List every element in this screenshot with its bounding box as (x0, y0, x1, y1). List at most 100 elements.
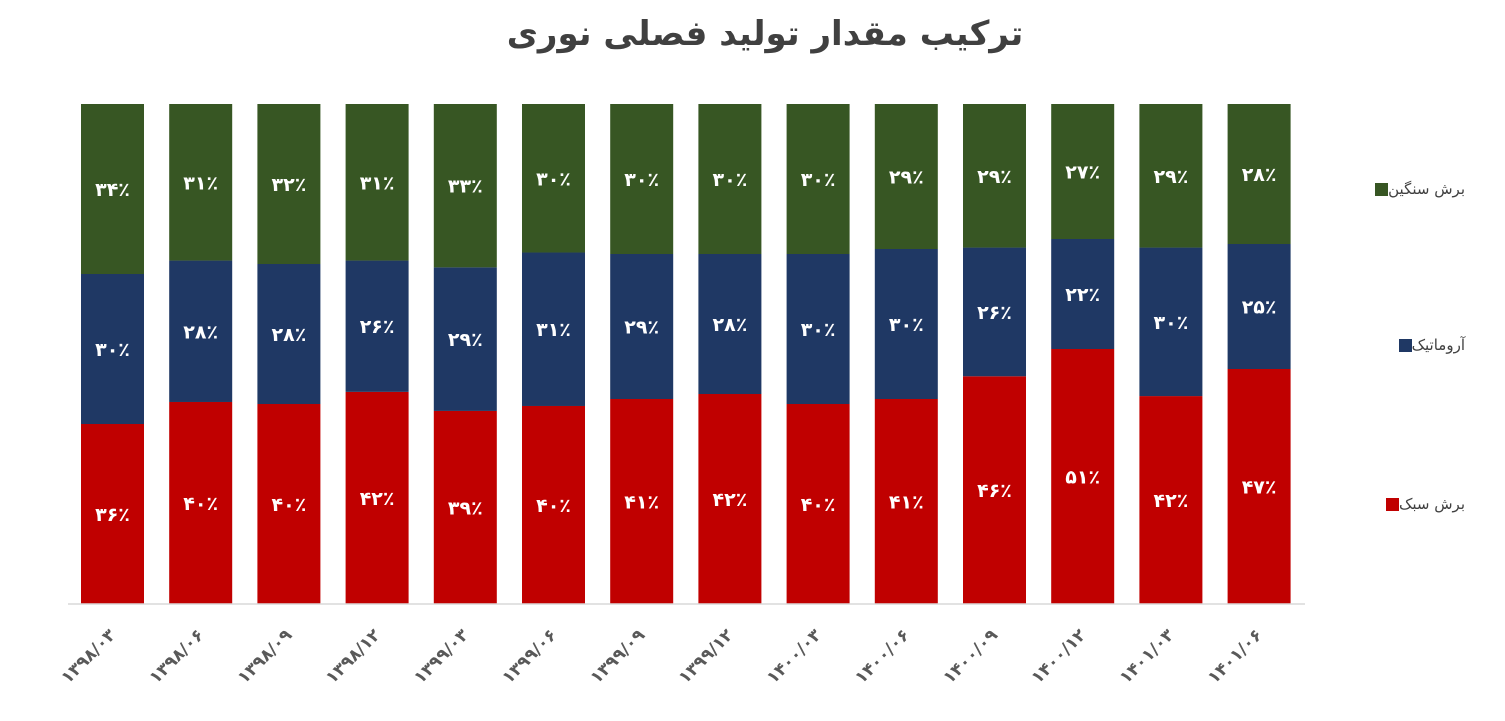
chart-title: ترکیب مقدار تولید فصلی نوری (506, 14, 1024, 54)
data-label-3-5: ۳۳٪ (448, 176, 483, 198)
data-label-1-13: ۴۲٪ (1154, 490, 1189, 512)
bar-segment-3-3 (257, 104, 321, 264)
x-tick-label-12: ۱۴۰۰/۱۲ (1028, 625, 1091, 688)
data-label-2-1: ۳۰٪ (95, 339, 130, 361)
data-label-2-14: ۲۵٪ (1242, 297, 1277, 319)
bar-segment-3-7 (610, 104, 674, 254)
data-label-2-3: ۲۸٪ (272, 324, 307, 346)
data-label-1-10: ۴۱٪ (889, 492, 924, 514)
x-tick-label-3: ۱۳۹۸/۰۹ (234, 625, 297, 688)
data-label-2-2: ۲۸٪ (183, 321, 218, 343)
bar-segment-3-5 (433, 104, 497, 268)
data-label-3-12: ۲۷٪ (1065, 162, 1100, 184)
bar-segment-3-2 (169, 104, 233, 261)
x-tick-label-9: ۱۴۰۰/۰۳ (763, 625, 826, 688)
x-tick-label-2: ۱۳۹۸/۰۶ (146, 625, 209, 688)
bar-segment-1-1 (81, 424, 144, 604)
bar-segment-2-12 (1051, 239, 1115, 349)
data-label-3-7: ۳۰٪ (624, 169, 659, 191)
data-label-2-8: ۲۸٪ (713, 314, 748, 336)
bar-segment-2-9 (786, 254, 850, 404)
bar-segment-1-10 (874, 399, 938, 604)
data-label-3-9: ۳۰٪ (801, 169, 836, 191)
data-label-1-5: ۳۹٪ (448, 497, 483, 519)
bar-segment-2-2 (169, 260, 233, 402)
data-label-2-13: ۳۰٪ (1154, 312, 1189, 334)
bar-segment-1-14 (1227, 369, 1291, 604)
bar-segment-3-14 (1227, 104, 1291, 244)
bar-segment-1-5 (433, 410, 497, 604)
bar-segment-2-4 (345, 260, 409, 392)
bar-segment-2-11 (963, 247, 1026, 377)
x-tick-label-8: ۱۳۹۹/۱۲ (675, 625, 738, 688)
bar-segment-2-6 (522, 252, 585, 406)
data-label-3-4: ۳۱٪ (360, 172, 395, 194)
data-label-3-1: ۳۴٪ (95, 179, 130, 201)
bar-segment-1-2 (169, 401, 233, 604)
bar-segment-2-7 (610, 254, 674, 399)
data-label-2-6: ۳۱٪ (536, 319, 571, 341)
data-label-1-1: ۳۶٪ (95, 504, 130, 526)
legend-label: برش سنگین (1388, 180, 1465, 198)
data-label-3-10: ۲۹٪ (889, 167, 924, 189)
data-label-1-7: ۴۱٪ (624, 492, 659, 514)
bar-segment-2-14 (1227, 244, 1291, 369)
data-label-3-6: ۳۰٪ (536, 168, 571, 190)
data-label-2-5: ۲۹٪ (448, 329, 483, 351)
x-tick-label-13: ۱۴۰۱/۰۳ (1116, 625, 1179, 688)
bar-segment-2-5 (433, 267, 497, 411)
legend-swatch (1385, 497, 1399, 511)
bar-segment-1-8 (698, 394, 762, 604)
bar-segment-2-8 (698, 254, 762, 394)
data-label-1-12: ۵۱٪ (1065, 467, 1100, 489)
x-tick-label-10: ۱۴۰۰/۰۶ (851, 625, 914, 688)
data-label-2-11: ۲۶٪ (977, 302, 1012, 324)
data-label-2-12: ۲۲٪ (1065, 284, 1100, 306)
data-label-1-14: ۴۷٪ (1242, 477, 1277, 499)
data-label-3-13: ۲۹٪ (1154, 166, 1189, 188)
data-label-2-9: ۳۰٪ (801, 319, 836, 341)
x-tick-label-5: ۱۳۹۹/۰۳ (410, 625, 473, 688)
data-label-3-3: ۳۲٪ (272, 174, 307, 196)
data-label-1-9: ۴۰٪ (801, 494, 836, 516)
bar-segment-3-6 (522, 104, 585, 253)
data-label-1-8: ۴۲٪ (713, 489, 748, 511)
bar-segment-1-7 (610, 399, 674, 604)
bar-segment-3-9 (786, 104, 850, 254)
bar-segment-2-1 (81, 274, 144, 424)
x-tick-label-4: ۱۳۹۸/۱۲ (322, 625, 385, 688)
data-label-3-14: ۲۸٪ (1242, 164, 1277, 186)
x-tick-label-7: ۱۳۹۹/۰۹ (587, 625, 650, 688)
bar-segment-1-13 (1139, 396, 1203, 604)
legend-label: برش سبک (1398, 495, 1465, 513)
x-tick-label-11: ۱۴۰۰/۰۹ (939, 625, 1002, 688)
data-label-1-11: ۴۶٪ (977, 480, 1012, 502)
data-label-1-6: ۴۰٪ (536, 495, 571, 517)
data-label-2-7: ۲۹٪ (624, 317, 659, 339)
data-label-2-4: ۲۶٪ (360, 316, 395, 338)
legend-item-3: برش سبک (1380, 495, 1465, 513)
data-label-2-10: ۳۰٪ (889, 314, 924, 336)
legend-item-1: برش سنگین (1369, 180, 1465, 198)
legend-item-2: آروماتیک (1393, 336, 1465, 354)
bar-segment-2-10 (874, 249, 938, 399)
bar-segment-1-12 (1051, 349, 1115, 604)
bar-segment-3-4 (345, 104, 409, 261)
data-label-1-2: ۴۰٪ (183, 493, 218, 515)
bar-segment-1-11 (963, 376, 1026, 604)
bar-segment-1-3 (257, 404, 321, 604)
x-tick-labels: ۱۳۹۸/۰۳ ۱۳۹۸/۰۶ ۱۳۹۸/۰۹ ۱۳۹۸/۱۲ ۱۳۹۹/۰۳ ۱۳۹۹/… (57, 625, 1266, 688)
legend-swatch (1375, 182, 1389, 196)
bar-segment-3-11 (963, 104, 1026, 248)
bars-group: ۳۶٪ ۳۰٪ ۳۴٪ ۴۰٪ ۲۸٪ ۳۱٪ ۴۰٪ ۲۸٪ ۳۲٪ ۴۲٪ ۲۶٪ ۳۱٪ ۳۹٪ ۲… (81, 104, 1291, 604)
bar-segment-3-8 (698, 104, 762, 254)
bar-segment-1-4 (345, 391, 409, 604)
bar-segment-3-13 (1139, 104, 1203, 248)
legend-swatch (1398, 338, 1412, 352)
bar-segment-1-6 (522, 405, 585, 604)
bar-segment-1-9 (786, 404, 850, 604)
data-label-3-11: ۲۹٪ (977, 166, 1012, 188)
data-label-3-2: ۳۱٪ (183, 172, 218, 194)
bar-segment-3-12 (1051, 104, 1115, 239)
